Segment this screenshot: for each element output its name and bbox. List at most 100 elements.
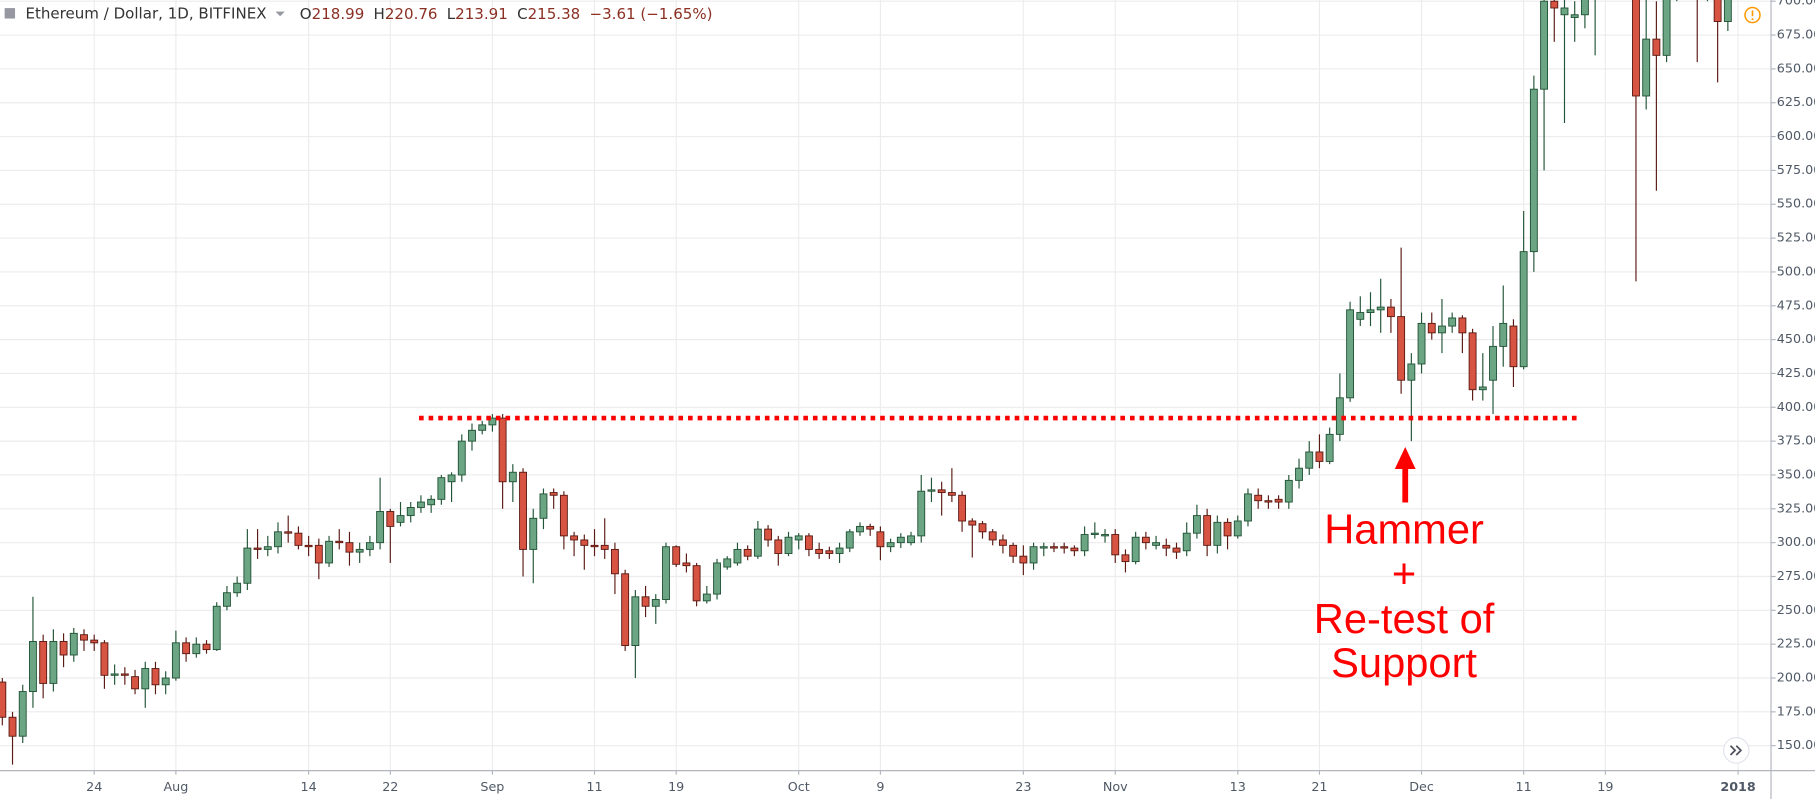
candle-body (733, 548, 742, 564)
candle-body (1560, 7, 1569, 16)
candle-body (988, 531, 997, 541)
alert-icon-dot (1751, 18, 1754, 21)
candle-body (896, 536, 905, 544)
candle-body (1039, 546, 1048, 549)
y-tick-label: 625.00 (1777, 95, 1815, 110)
candle-body (1397, 316, 1406, 381)
candle-body (263, 546, 272, 550)
candle-body (743, 548, 752, 557)
candle-body (835, 547, 844, 554)
candle-body (1223, 521, 1232, 537)
y-tick-label: 175.00 (1777, 704, 1815, 719)
candle-body (69, 632, 78, 656)
candle-body (1019, 555, 1028, 564)
candle-body (794, 535, 803, 541)
candle-body (1499, 322, 1508, 347)
candle-body (804, 535, 813, 550)
candle-body (764, 528, 773, 541)
candle-body (753, 528, 762, 557)
x-tick-label: 13 (1230, 780, 1246, 795)
candle-body (1141, 536, 1150, 544)
annotation-text: Support (1331, 639, 1477, 686)
candle-body (1519, 251, 1528, 368)
candle-body (621, 573, 630, 646)
x-tick-label: 11 (586, 780, 602, 795)
candle-body (1192, 515, 1201, 534)
candle-body (355, 548, 364, 553)
candle-body (631, 596, 640, 646)
candle-body (1233, 520, 1242, 537)
x-tick-label: 21 (1311, 780, 1327, 795)
candle-body (978, 523, 987, 533)
candle-body (590, 544, 599, 548)
candle-body (1713, 0, 1722, 22)
x-tick-label: 9 (876, 780, 884, 795)
candle-body (417, 501, 425, 508)
candle-body (1244, 493, 1252, 522)
candle-body (1570, 14, 1579, 18)
symbol-dropdown[interactable] (275, 11, 285, 17)
x-tick-label: 11 (1516, 780, 1532, 795)
candle-body (478, 424, 487, 431)
candle-body (49, 640, 58, 684)
candle-body (457, 440, 466, 476)
candle-body (508, 471, 517, 483)
candle-body (1386, 306, 1395, 318)
candle-body (182, 642, 191, 655)
candle-body (100, 642, 109, 676)
candle-body (192, 643, 201, 655)
candle-body (151, 668, 160, 686)
candle-body (396, 515, 405, 523)
candle-body (488, 417, 497, 426)
candle-body (1050, 546, 1058, 549)
candle-body (610, 548, 619, 575)
candle-body (1305, 451, 1314, 469)
candle-body (1131, 536, 1140, 563)
candle-body (1438, 325, 1446, 334)
axes: 150.00 175.00 200.00 225.00 250.00 275.00 300.… (86, 0, 1815, 795)
candle-body (958, 494, 967, 522)
candle-body (243, 547, 252, 584)
candle-body (304, 544, 313, 548)
candle-body (692, 565, 701, 602)
y-tick-label: 400.00 (1777, 400, 1815, 415)
candle-body (917, 490, 926, 537)
x-tick-label: Dec (1409, 780, 1434, 795)
x-tick-label: 2018 (1720, 780, 1756, 795)
candle-body (253, 547, 262, 550)
grid (0, 0, 1772, 771)
candle-body (161, 677, 170, 686)
candle-body (1325, 433, 1334, 462)
candle-body (314, 544, 323, 564)
candle-body (1315, 451, 1324, 462)
legend-key: L (447, 4, 456, 22)
x-tick-label: 24 (86, 780, 102, 795)
symbol-icon[interactable] (4, 8, 16, 19)
annotation-text: Re-test of (1314, 595, 1495, 642)
candle-body (110, 673, 119, 676)
candle-body (927, 489, 936, 492)
alert-icon[interactable] (1744, 6, 1761, 24)
x-tick-label: Oct (788, 780, 810, 795)
x-tick-label: 14 (301, 780, 317, 795)
candle-body (447, 474, 456, 483)
candle-body (641, 596, 650, 607)
candle-body (223, 592, 231, 607)
candle-body (856, 525, 864, 533)
candle-body (1642, 38, 1651, 97)
legend-value: 220.76 (385, 4, 438, 22)
candle-body (1182, 532, 1191, 552)
y-tick-label: 250.00 (1777, 603, 1815, 618)
candle-body (519, 471, 527, 550)
candle-body (1417, 322, 1426, 365)
candle-body (1723, 0, 1732, 22)
legend-key: O (300, 4, 312, 22)
candle-body (845, 531, 854, 549)
candle-body (1662, 0, 1671, 56)
candle-body (1468, 332, 1477, 391)
candle-body (907, 535, 915, 544)
candle-body (1458, 317, 1467, 334)
symbol[interactable]: Ethereum / Dollar, 1D, BITFINEX (25, 4, 266, 22)
